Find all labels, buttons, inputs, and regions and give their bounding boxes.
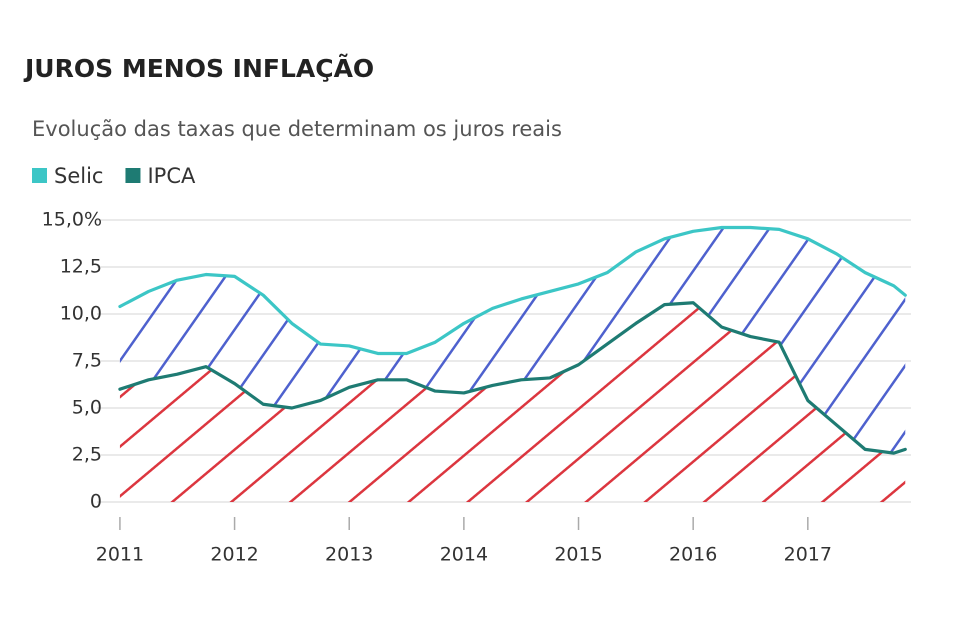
- x-tick-label: 2013: [325, 544, 373, 566]
- legend-swatch: [32, 168, 47, 183]
- chart-title: JUROS MENOS INFLAÇÃO: [23, 54, 374, 83]
- legend-label: Selic: [54, 164, 103, 188]
- x-tick-label: 2014: [440, 544, 488, 566]
- x-tick-label: 2017: [784, 544, 832, 566]
- y-tick-label: 0: [90, 491, 102, 513]
- chart-subtitle: Evolução das taxas que determinam os jur…: [32, 117, 562, 141]
- y-tick-label: 12,5: [60, 256, 102, 278]
- x-tick-label: 2012: [210, 544, 258, 566]
- y-tick-label: 2,5: [72, 444, 102, 466]
- legend-swatch: [125, 168, 141, 183]
- x-tick-label: 2015: [554, 544, 602, 566]
- y-tick-label: 7,5: [72, 350, 102, 372]
- y-tick-label: 15,0%: [42, 209, 102, 231]
- x-tick-label: 2016: [669, 544, 717, 566]
- y-tick-label: 5,0: [72, 397, 102, 419]
- series-line: [118, 301, 907, 455]
- legend-label: IPCA: [147, 164, 196, 188]
- x-tick-label: 2011: [96, 544, 144, 566]
- series-line: [118, 225, 907, 356]
- y-tick-label: 10,0: [60, 303, 102, 325]
